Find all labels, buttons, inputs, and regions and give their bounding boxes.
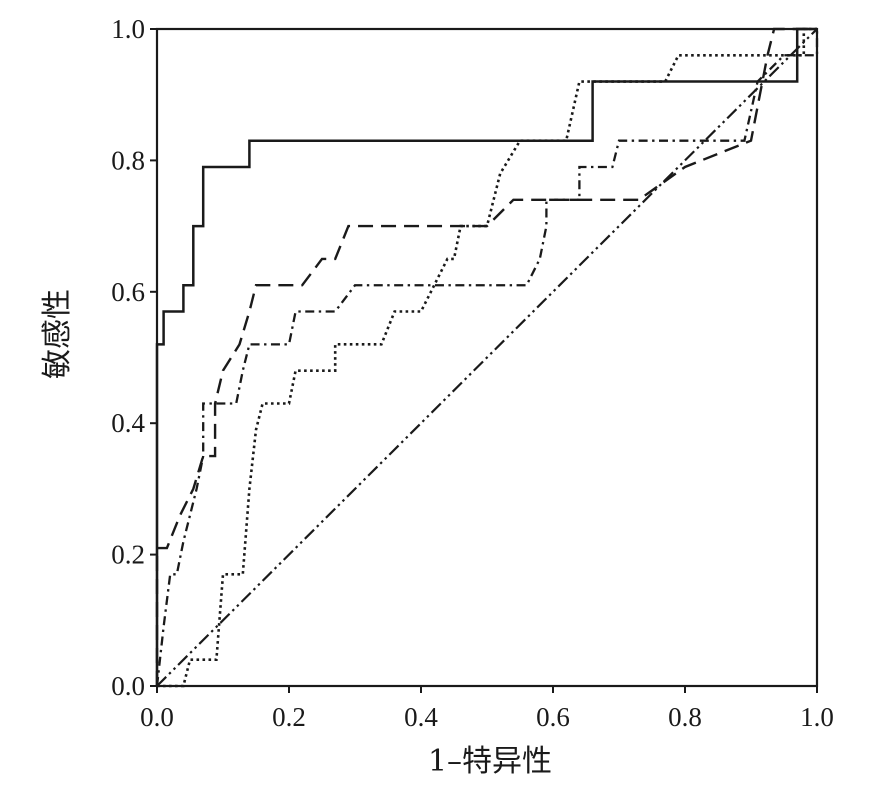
- x-axis-ticks: 0.0 0.2 0.4 0.6 0.8 1.0: [140, 686, 834, 732]
- y-tick-label: 1.0: [111, 14, 145, 44]
- x-tick-label: 0.6: [536, 702, 570, 732]
- x-tick-label: 0.2: [272, 702, 306, 732]
- roc-curve-dotted: [157, 27, 817, 688]
- y-axis-ticks: 0.0 0.2 0.4 0.6 0.8 1.0: [111, 14, 157, 701]
- y-tick-label: 0.8: [111, 145, 145, 175]
- y-tick-label: 0.2: [111, 540, 145, 570]
- x-tick-label: 0.8: [668, 702, 702, 732]
- roc-curve-dashed: [155, 27, 817, 686]
- roc-curve-dash-dot-dot: [156, 28, 818, 687]
- y-axis-label: 敏感性: [40, 289, 75, 379]
- x-tick-label: 1.0: [800, 702, 834, 732]
- roc-curve-dash-dot: [155, 29, 819, 687]
- y-tick-label: 0.6: [111, 277, 145, 307]
- y-tick-label: 0.4: [111, 408, 145, 438]
- x-axis-label: 1–特异性: [428, 744, 552, 779]
- x-tick-label: 0.0: [140, 702, 174, 732]
- x-tick-label: 0.4: [404, 702, 438, 732]
- y-tick-label: 0.0: [111, 671, 145, 701]
- roc-curves: [155, 27, 819, 688]
